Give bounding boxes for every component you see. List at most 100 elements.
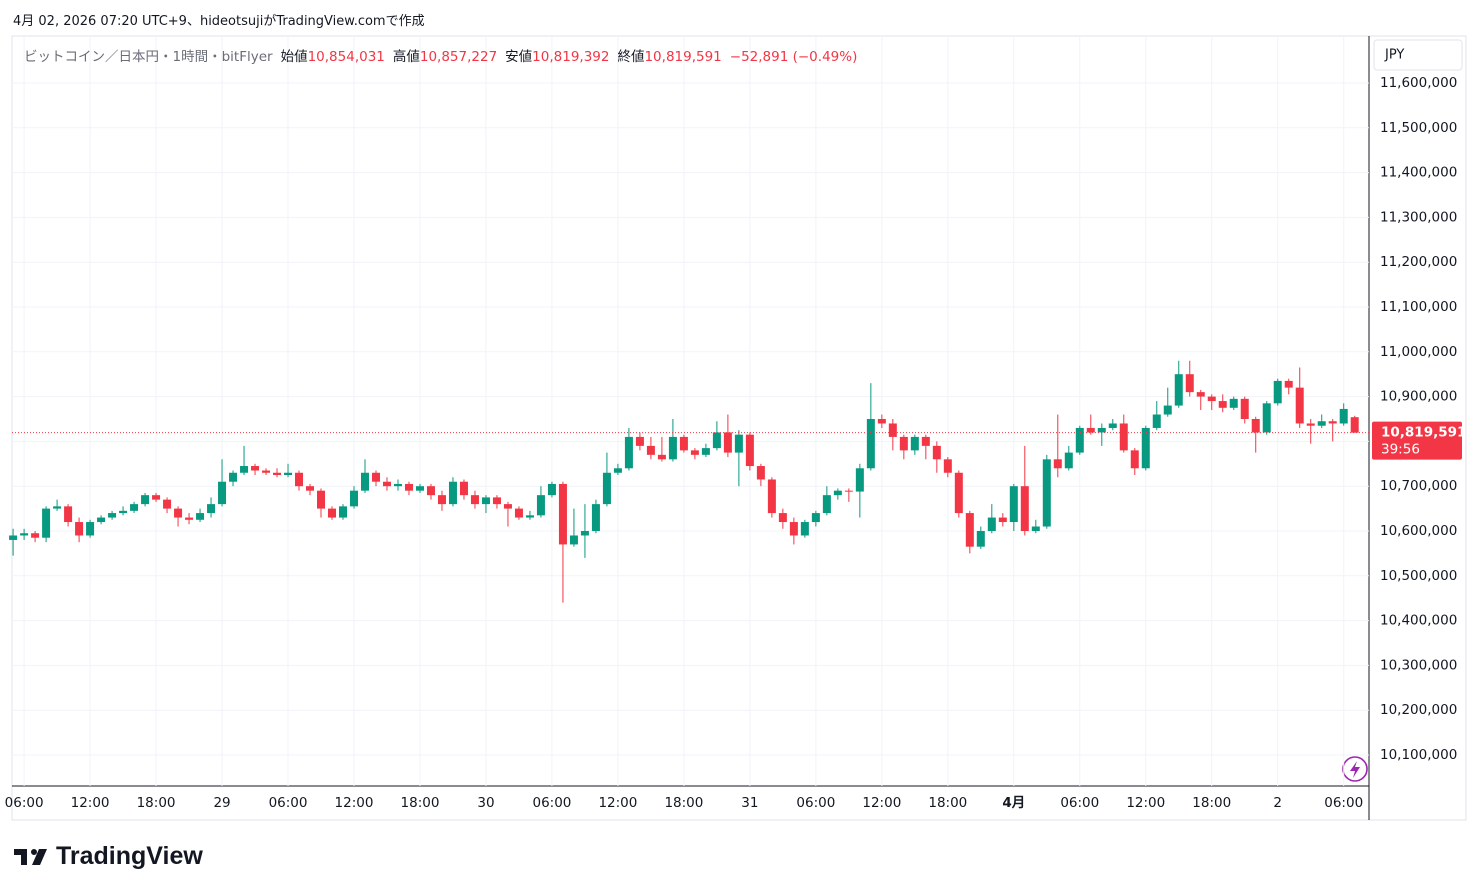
candle-body — [141, 495, 150, 505]
candle-body — [525, 515, 534, 518]
candle-body — [459, 481, 468, 496]
legend-label: 高値 — [392, 49, 420, 65]
x-tick-label: 12:00 — [1126, 795, 1165, 811]
y-tick-label: 11,100,000 — [1380, 299, 1457, 315]
brand-logo — [14, 848, 47, 865]
candle-body — [745, 434, 754, 467]
y-tick-label: 11,200,000 — [1380, 254, 1457, 270]
grid — [12, 36, 1369, 786]
candle-body — [976, 530, 985, 547]
frame — [11, 35, 1467, 821]
candle-body — [877, 418, 886, 424]
candle-body — [426, 486, 435, 496]
candle-body — [1053, 459, 1062, 469]
candle-body — [888, 423, 897, 437]
legend-change: −52,891 (−0.49%) — [729, 49, 858, 65]
x-tick-label: 18:00 — [1192, 795, 1231, 811]
last-price-label: 10,819,591 — [1381, 425, 1466, 441]
candle-body — [415, 486, 424, 491]
x-tick-label: 2 — [1273, 795, 1282, 811]
currency-box[interactable] — [1373, 39, 1463, 71]
candle-body — [86, 522, 95, 536]
candle-body — [163, 499, 172, 509]
candle-body — [1350, 417, 1359, 433]
candle-body — [723, 432, 732, 453]
candle-body — [185, 517, 194, 520]
candle-body — [789, 522, 798, 536]
candle-body — [954, 472, 963, 514]
candle-body — [822, 495, 831, 514]
last-price-box — [1372, 421, 1462, 460]
candle-body — [64, 506, 73, 523]
candle-body — [371, 472, 380, 482]
candle-body — [1174, 374, 1183, 406]
candle-body — [1196, 392, 1205, 397]
candle-body — [306, 486, 315, 491]
y-tick-label: 11,400,000 — [1380, 165, 1457, 181]
candle-body — [31, 533, 40, 538]
candle-body — [404, 483, 413, 491]
candle-body — [514, 508, 523, 518]
legend-label: 始値 — [280, 49, 308, 65]
candle-body — [547, 483, 556, 496]
y-tick-label: 11,600,000 — [1380, 75, 1457, 91]
candle-body — [987, 517, 996, 531]
candle-body — [536, 495, 545, 516]
candle-body — [1119, 423, 1128, 451]
candles — [9, 360, 1359, 603]
candle-body — [932, 445, 941, 460]
credit: 4月 02, 2026 07:20 UTC+9、hideotsujiがTradi… — [13, 14, 425, 29]
candle-body — [339, 506, 348, 518]
candle-body — [251, 466, 260, 471]
candle-body — [1262, 403, 1271, 433]
candle-body — [580, 530, 589, 536]
candle-body — [273, 472, 282, 475]
x-tick-label: 06:00 — [5, 795, 44, 811]
candle-body — [360, 472, 369, 491]
candle-body — [1152, 414, 1161, 428]
candle-body — [119, 510, 128, 514]
candle-body — [657, 454, 666, 460]
brand: TradingView — [14, 842, 203, 871]
candle-body — [800, 522, 809, 536]
y-tick-label: 11,000,000 — [1380, 344, 1457, 360]
y-tick-label: 10,700,000 — [1380, 478, 1457, 494]
candle-body — [679, 436, 688, 451]
x-tick-label: 18:00 — [928, 795, 967, 811]
y-tick-label: 11,500,000 — [1380, 120, 1457, 136]
x-tick-label: 30 — [477, 795, 494, 811]
legend-value: 10,854,031 — [307, 49, 385, 65]
candle-body — [382, 481, 391, 487]
legend-label: 終値 — [617, 49, 645, 65]
candle-body — [569, 535, 578, 545]
candle-body — [558, 483, 567, 545]
candle-body — [130, 504, 139, 511]
legend-symbol: ビットコイン／日本円・1時間・bitFlyer — [24, 49, 273, 65]
candle-body — [1009, 486, 1018, 523]
legend-label: 安値 — [505, 49, 533, 65]
candle-body — [1218, 401, 1227, 408]
candle-body — [998, 517, 1007, 523]
candle-body — [701, 448, 710, 455]
candle-body — [9, 535, 18, 540]
candle-body — [152, 495, 161, 500]
candle-body — [866, 418, 875, 469]
candle-body — [613, 468, 622, 473]
candle-body — [1251, 418, 1260, 433]
candle-body — [1229, 398, 1238, 408]
candle-body — [1284, 380, 1293, 388]
candle-body — [646, 445, 655, 455]
candle-body — [624, 436, 633, 469]
y-tick-label: 11,300,000 — [1380, 209, 1457, 225]
candle-body — [503, 504, 512, 509]
y-tick-label: 10,300,000 — [1380, 657, 1457, 673]
candle-body — [470, 495, 479, 505]
candle-body — [262, 470, 271, 473]
x-tick-label: 12:00 — [598, 795, 637, 811]
candle-body — [1273, 380, 1282, 404]
candle-body — [1086, 427, 1095, 433]
candle-body — [20, 533, 29, 536]
candle-body — [1130, 450, 1139, 469]
candle-body — [1097, 427, 1106, 433]
legend-value: 10,819,591 — [644, 49, 722, 65]
